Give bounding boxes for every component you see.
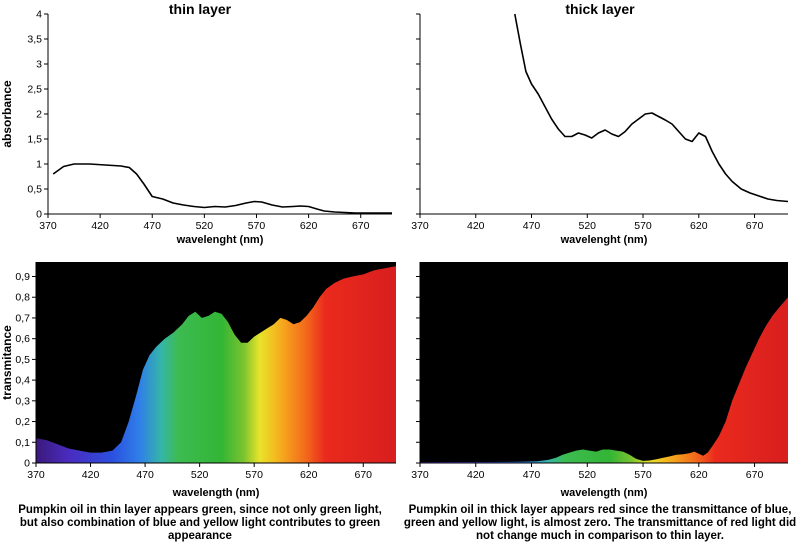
thin-layer-transmittance-y-tick-label: 0,8 <box>15 292 30 304</box>
thin-layer-transmittance-y-tick-label: 0,2 <box>15 416 30 428</box>
thin-layer-transmittance-curve <box>36 266 396 463</box>
thin-layer-absorbance-y-tick-label: 1 <box>36 159 42 171</box>
thick-layer-absorbance-x-tick-label: 620 <box>690 220 708 232</box>
thin-layer-transmittance-y-tick-label: 0 <box>24 458 30 470</box>
thin-layer-absorbance-y-tick-label: 1,5 <box>27 134 42 146</box>
thin-layer-transmittance-y-tick-label: 0,6 <box>15 333 30 345</box>
thick-layer-transmittance-chart: 370 420 470 520 570 620 670 wavelength (nm) <box>411 262 788 499</box>
thin-layer-transmittance-x-tick-label: 570 <box>245 469 263 481</box>
thin-layer-absorbance-y-tick-label: 2 <box>36 109 42 121</box>
thin-layer-transmittance-chart: 370 420 470 520 570 620 670 0 0,1 0,2 0,3 0,4 0,5 0,6… <box>0 262 396 499</box>
thick-layer-transmittance-x-tick-label: 420 <box>467 469 485 481</box>
thin-layer-transmittance-y-tick-label: 0,1 <box>15 437 30 449</box>
thin-layer-transmittance-x-axis-label: wavelength (nm) <box>172 487 260 499</box>
thick-layer-transmittance-x-tick-label: 570 <box>634 469 652 481</box>
thick-layer-transmittance-x-tick-label: 470 <box>523 469 541 481</box>
caption-thick-layer: Pumpkin oil in thick layer appears red s… <box>403 504 797 542</box>
thin-layer-absorbance-x-tick-label: 570 <box>248 220 266 232</box>
thin-layer-transmittance-x-tick-label: 470 <box>136 469 154 481</box>
thin-layer-absorbance-y-tick-label: 4 <box>36 9 42 21</box>
thick-layer-absorbance-panel: 370 420 470 520 570 620 670 wavelenght (nm) thi… <box>400 0 800 250</box>
thick-layer-transmittance-x-tick-label: 670 <box>746 469 764 481</box>
thick-layer-transmittance-x-axis-label: wavelength (nm) <box>560 487 648 499</box>
thin-layer-absorbance-x-tick-label: 370 <box>39 220 57 232</box>
thin-layer-absorbance-panel: 370 420 470 520 570 620 670 0 0,5 1 1,5 2 2,5 3 3,5 4 wa… <box>0 0 400 250</box>
thin-layer-transmittance-x-tick-label: 370 <box>27 469 45 481</box>
thick-layer-transmittance-x-tick-label: 370 <box>411 469 429 481</box>
thick-layer-transmittance-panel: 370 420 470 520 570 620 670 wavelength (nm) <box>400 255 800 503</box>
thin-layer-absorbance-curve <box>52 163 392 214</box>
thin-layer-absorbance-y-tick-label: 0 <box>36 209 42 221</box>
thin-layer-absorbance-x-tick-label: 470 <box>143 220 161 232</box>
thin-layer-transmittance-y-tick-label: 0,4 <box>15 375 30 387</box>
thin-layer-absorbance-y-tick-label: 0,5 <box>27 184 42 196</box>
thick-layer-transmittance-x-tick-label: 520 <box>579 469 597 481</box>
thick-layer-absorbance-x-tick-label: 670 <box>746 220 764 232</box>
thick-layer-absorbance-x-axis-label: wavelenght (nm) <box>560 234 648 246</box>
thin-layer-transmittance-y-tick-label: 0,5 <box>15 354 30 366</box>
thin-layer-transmittance-x-tick-label: 620 <box>300 469 318 481</box>
thick-layer-absorbance-x-tick-label: 570 <box>634 220 652 232</box>
thin-layer-transmittance-x-tick-label: 670 <box>355 469 373 481</box>
thin-layer-transmittance-y-tick-label: 0,7 <box>15 312 30 324</box>
thin-layer-transmittance-panel: 370 420 470 520 570 620 670 0 0,1 0,2 0,3 0,4 0,5 0,6… <box>0 255 400 503</box>
thick-layer-absorbance-x-tick-label: 420 <box>467 220 485 232</box>
thin-layer-absorbance-y-tick-label: 3 <box>36 59 42 71</box>
thin-layer-absorbance-x-tick-label: 670 <box>352 220 370 232</box>
thick-layer-title: thick layer <box>565 1 635 17</box>
thick-layer-transmittance-x-tick-label: 620 <box>690 469 708 481</box>
thin-layer-title: thin layer <box>168 1 232 17</box>
thin-layer-absorbance-x-axis-label: wavelenght (nm) <box>176 234 264 246</box>
thick-layer-transmittance-curve <box>420 297 788 463</box>
thin-layer-absorbance-y-tick-label: 3,5 <box>27 34 42 46</box>
thin-layer-absorbance-y-axis-label: absorbance <box>0 80 14 148</box>
thick-layer-absorbance-curve <box>514 13 789 203</box>
thick-layer-absorbance-x-tick-label: 470 <box>523 220 541 232</box>
thin-layer-transmittance-y-axis-label: transmitance <box>0 325 14 400</box>
thin-layer-absorbance-x-tick-label: 420 <box>91 220 109 232</box>
thin-layer-transmittance-x-tick-label: 420 <box>82 469 100 481</box>
thin-layer-transmittance-y-tick-label: 0,3 <box>15 395 30 407</box>
thin-layer-absorbance-chart: 370 420 470 520 570 620 670 0 0,5 1 1,5 2 2,5 3 3,5 4 wa… <box>0 9 392 246</box>
thin-layer-transmittance-x-tick-label: 520 <box>191 469 209 481</box>
thick-layer-absorbance-x-tick-label: 370 <box>411 220 429 232</box>
thin-layer-transmittance-y-tick-label: 0,9 <box>15 271 30 283</box>
thick-layer-absorbance-x-tick-label: 520 <box>579 220 597 232</box>
thick-layer-absorbance-chart: 370 420 470 520 570 620 670 wavelenght (nm) <box>411 13 789 246</box>
thin-layer-absorbance-x-tick-label: 520 <box>196 220 214 232</box>
thin-layer-absorbance-y-tick-label: 2,5 <box>27 84 42 96</box>
caption-thin-layer: Pumpkin oil in thin layer appears green,… <box>18 504 382 542</box>
thin-layer-absorbance-x-tick-label: 620 <box>300 220 318 232</box>
